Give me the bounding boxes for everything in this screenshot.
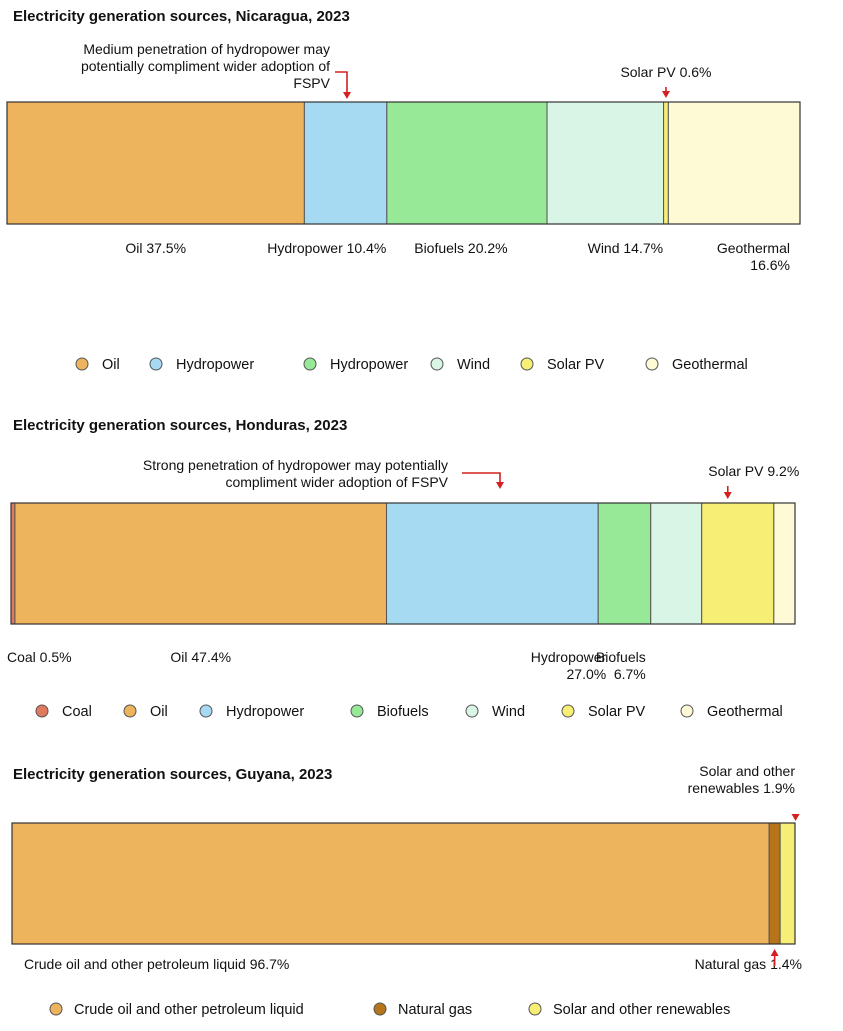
chart3-bar-frame: [11, 822, 796, 945]
chart1-annotation: Medium penetration of hydropower may pote…: [81, 41, 331, 91]
chart1-legend-swatch-1: [149, 357, 163, 371]
chart1-legend-swatch-4: [520, 357, 534, 371]
chart2-bar-solar-pv: [701, 502, 775, 625]
chart2-bar-hydropower: [386, 502, 599, 625]
chart2-legend-label-1: Oil: [150, 704, 168, 720]
chart3-arrow-2-head: [791, 814, 800, 821]
chart2-legend-swatch-6: [680, 704, 694, 718]
chart2-legend-swatch-5: [561, 704, 575, 718]
chart3-data-label-0: Crude oil and other petroleum liquid 96.…: [24, 956, 289, 972]
chart1-data-label-3: Wind 14.7%: [588, 240, 663, 256]
chart3-arrow-1-head: [770, 949, 779, 956]
chart2-legend-label-0: Coal: [62, 704, 92, 720]
chart2-legend-label-3: Biofuels: [377, 704, 429, 720]
chart1-legend-swatch-3: [430, 357, 444, 371]
chart1-annotation-arrow-line: [335, 71, 348, 93]
chart1-bar-biofuels: [386, 101, 548, 225]
chart3-data-label-2: Solar and other renewables 1.9%: [688, 763, 796, 796]
chart2-legend-label-2: Hydropower: [226, 704, 304, 720]
chart2-annotation-arrow-line: [462, 472, 501, 483]
chart2-legend-swatch-3: [350, 704, 364, 718]
chart2-annotation: Strong penetration of hydropower may pot…: [143, 457, 449, 490]
chart2-bar-biofuels: [597, 502, 652, 625]
chart2-bar-geothermal: [773, 502, 796, 625]
chart1-legend-label-5: Geothermal: [672, 357, 748, 373]
chart2-data-label-4: Solar PV 9.2%: [708, 463, 799, 479]
chart3-legend-swatch-2: [528, 1002, 542, 1016]
chart1-bar-geothermal: [667, 101, 801, 225]
chart1-bar-frame: [6, 101, 801, 225]
chart2-title: Electricity generation sources, Honduras…: [13, 417, 347, 434]
chart3-legend-swatch-1: [373, 1002, 387, 1016]
chart1-legend-label-1: Hydropower: [176, 357, 254, 373]
chart1-arrow-5-head: [661, 91, 670, 98]
chart2-data-label-2: Hydropower 27.0%: [531, 649, 607, 682]
chart2-bar-wind: [650, 502, 703, 625]
chart3-legend-label-1: Natural gas: [398, 1002, 472, 1018]
chart1-legend-swatch-0: [75, 357, 89, 371]
chart2-annotation-arrow-head: [496, 482, 504, 489]
chart3-data-label-1: Natural gas 1.4%: [695, 956, 802, 972]
chart1-legend-label-3: Wind: [457, 357, 490, 373]
chart3-bar-crude-oil-and-other-petroleum-liquid: [11, 822, 770, 945]
chart2-data-label-3: Biofuels 6.7%: [596, 649, 646, 682]
chart2-bar-frame: [10, 502, 796, 625]
chart1-legend-label-0: Oil: [102, 357, 120, 373]
chart3-legend-swatch-0: [49, 1002, 63, 1016]
chart2-arrow-4-head: [723, 492, 732, 499]
chart1-legend-swatch-5: [645, 357, 659, 371]
chart3-bar-natural-gas: [768, 822, 781, 945]
chart1-bar-hydropower: [303, 101, 388, 225]
chart1-legend-label-2: Hydropower: [330, 357, 408, 373]
chart1-data-label-2: Biofuels 20.2%: [414, 240, 507, 256]
chart2-bar-oil: [14, 502, 388, 625]
chart3-title: Electricity generation sources, Guyana, …: [13, 766, 332, 783]
chart2-legend-swatch-2: [199, 704, 213, 718]
chart1-data-label-1: Hydropower 10.4%: [267, 240, 386, 256]
chart1-data-label-5: Solar PV 0.6%: [620, 64, 711, 80]
chart1-legend-swatch-2: [303, 357, 317, 371]
chart2-legend-label-5: Solar PV: [588, 704, 646, 720]
chart1-bar-oil: [6, 101, 305, 225]
chart3-bar-solar-and-other-renewables: [779, 822, 796, 945]
chart1-bar-solar-pv: [663, 101, 669, 225]
chart2-data-label-1: Oil 47.4%: [170, 649, 231, 665]
chart2-data-label-0: Coal 0.5%: [7, 649, 72, 665]
chart2-legend-swatch-4: [465, 704, 479, 718]
chart1-title: Electricity generation sources, Nicaragu…: [13, 8, 350, 25]
chart1-legend-label-4: Solar PV: [547, 357, 605, 373]
chart2-legend-swatch-0: [35, 704, 49, 718]
chart1-annotation-arrow-head: [343, 92, 351, 99]
chart2-legend-label-6: Geothermal: [707, 704, 783, 720]
chart2-legend-swatch-1: [123, 704, 137, 718]
chart2-legend-label-4: Wind: [492, 704, 525, 720]
chart1-bar-wind: [546, 101, 665, 225]
chart1-data-label-0: Oil 37.5%: [125, 240, 186, 256]
chart1-data-label-4: Geothermal 16.6%: [717, 240, 790, 273]
chart3-legend-label-0: Crude oil and other petroleum liquid: [74, 1002, 304, 1018]
chart3-legend-label-2: Solar and other renewables: [553, 1002, 730, 1018]
